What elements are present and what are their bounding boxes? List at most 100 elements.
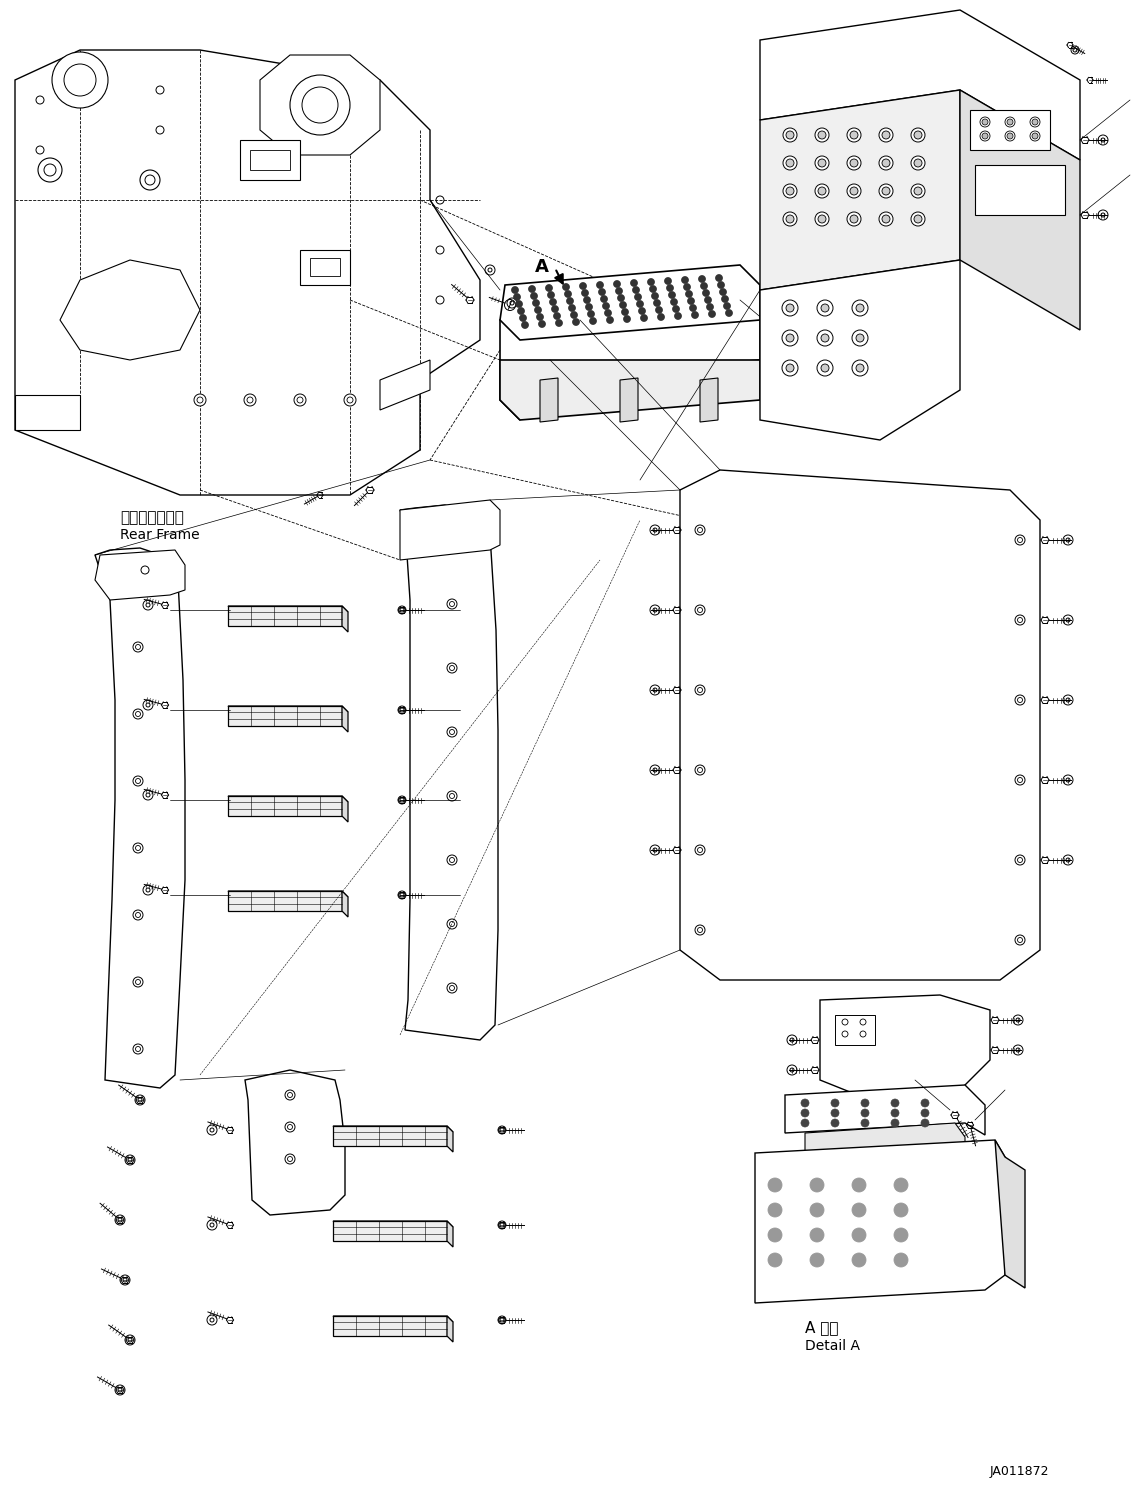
Circle shape — [687, 298, 695, 304]
Circle shape — [721, 295, 728, 303]
Polygon shape — [447, 1126, 453, 1153]
Circle shape — [515, 301, 522, 307]
Circle shape — [914, 131, 922, 139]
Circle shape — [810, 1178, 824, 1191]
Circle shape — [894, 1252, 908, 1267]
Circle shape — [879, 157, 893, 170]
Circle shape — [600, 295, 608, 303]
Circle shape — [689, 304, 696, 312]
Circle shape — [654, 300, 661, 307]
Circle shape — [674, 313, 681, 319]
Circle shape — [815, 128, 829, 142]
Circle shape — [447, 983, 457, 993]
Polygon shape — [447, 1317, 453, 1342]
Circle shape — [671, 298, 678, 306]
Polygon shape — [619, 379, 638, 422]
Circle shape — [852, 300, 868, 316]
Circle shape — [782, 359, 798, 376]
Circle shape — [815, 157, 829, 170]
Circle shape — [879, 183, 893, 198]
Circle shape — [911, 183, 925, 198]
Circle shape — [861, 1120, 869, 1127]
Circle shape — [783, 183, 797, 198]
Circle shape — [632, 286, 640, 294]
Circle shape — [1014, 695, 1025, 705]
Circle shape — [133, 643, 143, 652]
Circle shape — [882, 160, 890, 167]
Circle shape — [802, 1099, 810, 1106]
Circle shape — [852, 1229, 866, 1242]
Circle shape — [1014, 935, 1025, 945]
Polygon shape — [333, 1221, 447, 1241]
Polygon shape — [15, 51, 480, 495]
Circle shape — [614, 280, 621, 288]
Circle shape — [860, 1030, 866, 1038]
Polygon shape — [228, 707, 342, 726]
Polygon shape — [228, 605, 348, 611]
Text: A 詳細: A 詳細 — [805, 1320, 838, 1334]
Circle shape — [818, 131, 826, 139]
Circle shape — [785, 364, 793, 371]
Circle shape — [552, 306, 559, 313]
Polygon shape — [760, 89, 960, 291]
Polygon shape — [700, 379, 718, 422]
Circle shape — [521, 322, 529, 328]
Polygon shape — [805, 1123, 965, 1153]
Circle shape — [818, 330, 834, 346]
Polygon shape — [245, 1071, 345, 1215]
Circle shape — [709, 310, 716, 318]
Circle shape — [980, 116, 990, 127]
Circle shape — [1014, 854, 1025, 865]
Circle shape — [518, 307, 524, 315]
Circle shape — [850, 215, 858, 224]
Circle shape — [530, 292, 537, 300]
Circle shape — [980, 131, 990, 142]
Polygon shape — [333, 1317, 453, 1323]
Circle shape — [681, 276, 688, 283]
Polygon shape — [760, 10, 1080, 160]
Circle shape — [821, 304, 829, 312]
Circle shape — [785, 160, 793, 167]
Circle shape — [1032, 119, 1039, 125]
Circle shape — [1005, 116, 1014, 127]
Circle shape — [624, 316, 631, 322]
Circle shape — [785, 304, 793, 312]
Polygon shape — [228, 796, 342, 816]
Circle shape — [447, 728, 457, 737]
Circle shape — [640, 315, 648, 322]
Polygon shape — [342, 707, 348, 732]
Circle shape — [244, 394, 256, 406]
Circle shape — [695, 924, 705, 935]
Polygon shape — [820, 994, 990, 1100]
Circle shape — [617, 295, 624, 301]
Polygon shape — [228, 892, 342, 911]
Circle shape — [818, 186, 826, 195]
Circle shape — [584, 297, 591, 304]
Circle shape — [783, 212, 797, 227]
Circle shape — [815, 212, 829, 227]
Circle shape — [847, 128, 861, 142]
Circle shape — [655, 307, 663, 313]
Circle shape — [879, 128, 893, 142]
Polygon shape — [400, 499, 500, 561]
Circle shape — [785, 186, 793, 195]
Circle shape — [921, 1109, 929, 1117]
Polygon shape — [228, 892, 348, 898]
Circle shape — [631, 279, 638, 286]
Circle shape — [695, 605, 705, 614]
Bar — [250, 151, 290, 170]
Circle shape — [447, 535, 457, 546]
Circle shape — [842, 1030, 848, 1038]
Circle shape — [852, 330, 868, 346]
Circle shape — [982, 119, 988, 125]
Circle shape — [669, 292, 676, 298]
Circle shape — [1032, 133, 1039, 139]
Polygon shape — [228, 796, 348, 802]
Circle shape — [879, 212, 893, 227]
Circle shape — [716, 274, 722, 282]
Polygon shape — [260, 55, 380, 155]
Circle shape — [637, 301, 643, 307]
Circle shape — [695, 525, 705, 535]
Circle shape — [529, 285, 536, 292]
Circle shape — [666, 285, 673, 292]
